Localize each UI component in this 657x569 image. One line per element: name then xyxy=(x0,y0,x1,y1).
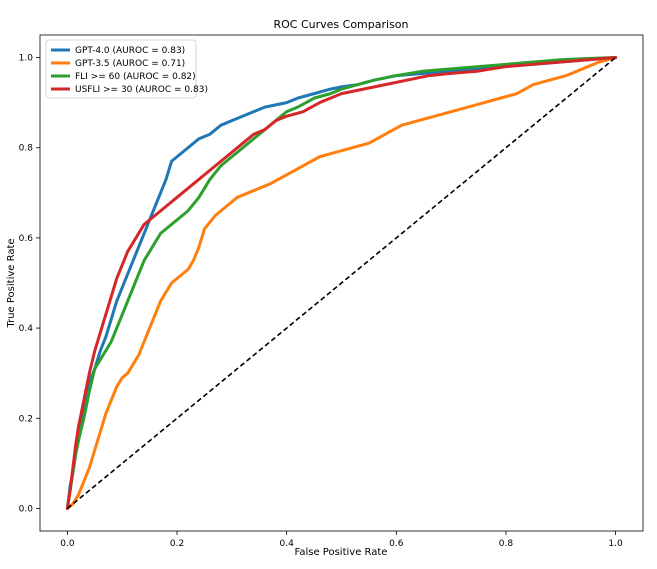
x-axis-ticks: 0.0 0.2 0.4 0.6 0.8 1.0 xyxy=(60,531,623,549)
y-tick-label: 0.4 xyxy=(19,324,34,334)
x-tick-label: 0.2 xyxy=(170,539,184,549)
y-axis-ticks: 0.0 0.2 0.4 0.6 0.8 1.0 xyxy=(19,54,40,514)
x-tick-label: 0.4 xyxy=(280,539,295,549)
legend-label: GPT-3.5 (AUROC = 0.71) xyxy=(75,59,185,69)
y-tick-label: 0.2 xyxy=(19,414,33,424)
roc-curve-2 xyxy=(65,56,618,510)
x-tick-label: 0.0 xyxy=(60,539,75,549)
legend-label: FLI >= 60 (AUROC = 0.82) xyxy=(75,72,196,82)
x-tick-label: 0.6 xyxy=(389,539,404,549)
legend: GPT-4.0 (AUROC = 0.83) GPT-3.5 (AUROC = 0… xyxy=(45,39,208,99)
x-axis-label: False Positive Rate xyxy=(295,547,388,558)
legend-label: USFLI >= 30 (AUROC = 0.83) xyxy=(75,85,208,95)
y-tick-label: 1.0 xyxy=(19,54,34,64)
chart-title: ROC Curves Comparison xyxy=(273,18,408,31)
y-tick-label: 0.8 xyxy=(19,144,34,154)
y-axis-label: True Positive Rate xyxy=(6,238,17,328)
x-tick-label: 1.0 xyxy=(608,539,623,549)
chance-diagonal-line xyxy=(66,56,617,510)
y-tick-label: 0.6 xyxy=(19,234,34,244)
plot-area xyxy=(65,56,618,510)
x-tick-label: 0.8 xyxy=(499,539,514,549)
plot-frame xyxy=(39,34,644,532)
legend-box xyxy=(45,39,197,99)
y-tick-label: 0.0 xyxy=(19,504,34,514)
roc-curve-3 xyxy=(65,56,618,510)
roc-curve-4 xyxy=(65,56,618,510)
legend-label: GPT-4.0 (AUROC = 0.83) xyxy=(75,46,185,56)
